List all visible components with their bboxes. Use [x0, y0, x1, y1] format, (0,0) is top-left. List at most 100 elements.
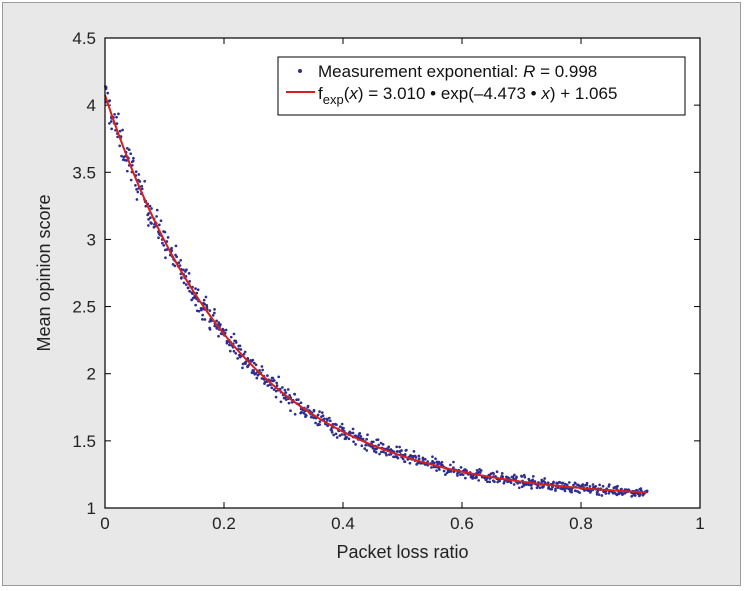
scatter-point	[366, 433, 369, 437]
scatter-point	[135, 198, 139, 201]
scatter-point	[372, 440, 375, 444]
scatter-point	[412, 450, 416, 453]
scatter-point	[461, 473, 465, 477]
scatter-point	[204, 295, 208, 299]
scatter-point	[260, 365, 264, 368]
scatter-point	[137, 173, 141, 176]
scatter-point	[186, 286, 190, 290]
scatter-point	[136, 190, 140, 194]
y-tick-label: 4.5	[72, 29, 96, 48]
scatter-point	[118, 129, 122, 133]
scatter-point	[533, 480, 537, 483]
fit-curve	[104, 94, 647, 494]
scatter-point	[197, 309, 201, 313]
scatter-point	[517, 486, 521, 490]
x-axis-label: Packet loss ratio	[336, 542, 468, 562]
scatter-point	[305, 414, 308, 417]
scatter-point	[205, 305, 209, 309]
scatter-point	[163, 230, 167, 234]
scatter-point	[437, 460, 441, 464]
scatter-point	[565, 483, 569, 487]
scatter-point	[398, 445, 401, 449]
scatter-point	[208, 309, 212, 312]
scatter-point	[227, 343, 231, 347]
scatter-point	[363, 447, 367, 450]
scatter-point	[638, 493, 642, 496]
scatter-point	[328, 419, 332, 423]
scatter-point	[554, 489, 557, 492]
scatter-point	[506, 480, 509, 484]
legend-marker-scatter	[298, 69, 302, 73]
scatter-point	[302, 411, 306, 415]
scatter-point	[293, 392, 297, 396]
scatter-point	[275, 381, 279, 385]
scatter-point	[501, 475, 505, 479]
x-tick-label: 0.4	[331, 514, 355, 533]
scatter-point	[147, 212, 150, 215]
scatter-point	[318, 410, 321, 414]
scatter-point	[380, 450, 383, 454]
scatter-point	[583, 489, 586, 492]
scatter-point	[219, 323, 222, 326]
scatter-point	[543, 477, 547, 480]
scatter-point	[164, 256, 167, 260]
legend-entry-fit: fexp(x) = 3.010 • exp(–4.473 • x) + 1.06…	[318, 84, 617, 107]
scatter-point	[121, 128, 124, 132]
scatter-point	[561, 481, 565, 485]
scatter-point	[598, 483, 601, 487]
scatter-point	[513, 473, 516, 477]
legend-entry-scatter: Measurement exponential: R = 0.998	[318, 62, 597, 81]
scatter-point	[542, 479, 545, 483]
scatter-point	[149, 216, 152, 220]
scatter-point	[538, 486, 542, 490]
scatter-point	[340, 433, 344, 436]
scatter-point	[173, 264, 177, 268]
x-tick-label: 0.8	[569, 514, 593, 533]
scatter-point	[289, 409, 292, 413]
scatter-point	[159, 219, 163, 223]
scatter-point	[364, 443, 368, 447]
scatter-point	[492, 472, 495, 476]
scatter-point	[639, 487, 643, 490]
scatter-point	[147, 218, 150, 221]
scatter-point	[535, 486, 539, 490]
scatter-point	[464, 476, 467, 480]
scatter-point	[342, 426, 345, 430]
scatter-point	[488, 480, 492, 484]
scatter-point	[365, 449, 369, 452]
scatter-point	[287, 401, 291, 405]
scatter-point	[531, 478, 535, 482]
scatter-point	[405, 448, 408, 452]
scatter-point	[120, 154, 123, 158]
scatter-point	[430, 466, 433, 469]
scatter-point	[604, 492, 608, 495]
scatter-point	[140, 184, 144, 188]
scatter-point	[171, 263, 175, 266]
scatter-point	[523, 475, 527, 479]
scatter-point	[191, 292, 194, 296]
scatter-point	[401, 457, 405, 461]
scatter-point	[306, 404, 310, 408]
scatter-point	[357, 433, 361, 436]
scatter-point	[160, 241, 164, 245]
scatter-point	[321, 414, 325, 418]
scatter-point	[225, 341, 229, 345]
scatter-point	[546, 481, 550, 485]
scatter-point	[474, 475, 478, 478]
scatter-point	[414, 456, 418, 459]
scatter-point	[563, 489, 567, 493]
scatter-point	[338, 434, 342, 438]
scatter-point	[109, 120, 113, 123]
scatter-point	[576, 483, 580, 487]
scatter-point	[252, 369, 255, 372]
scatter-point	[633, 494, 637, 497]
scatter-point	[147, 224, 150, 227]
scatter-point	[284, 398, 288, 402]
y-tick-label: 1	[87, 499, 96, 518]
scatter-point	[493, 480, 496, 484]
scatter-point	[620, 487, 623, 491]
scatter-point	[239, 348, 243, 351]
scatter-point	[138, 180, 142, 183]
scatter-point	[495, 470, 499, 474]
